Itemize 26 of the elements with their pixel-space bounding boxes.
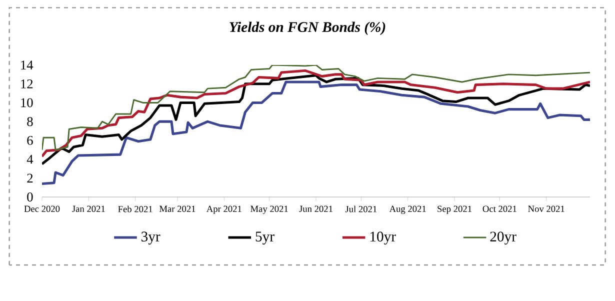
y-tick-label: 12	[21, 79, 33, 88]
y-tick-label: 2	[27, 174, 33, 183]
x-tick-label: Sep 2021	[438, 206, 472, 214]
x-tick-label: Feb 2021	[118, 206, 152, 212]
y-tick-label: 8	[27, 117, 33, 126]
x-tick-label: May 2021	[250, 206, 288, 214]
x-tick-label: Oct 2021	[482, 206, 516, 212]
y-tick-label: 0	[27, 192, 33, 202]
chart-title: Yields on FGN Bonds (%)	[230, 22, 386, 35]
line-series	[42, 80, 590, 186]
y-tick-label: 4	[26, 154, 34, 164]
x-tick-label: Jul 2021	[345, 206, 377, 212]
legend-label: 5yr	[256, 232, 274, 244]
x-tick-label: Dec 2020	[24, 206, 60, 212]
x-tick-label: Apr 2021	[206, 206, 242, 214]
x-tick-label: Mar 2021	[159, 206, 196, 212]
legend-label: 10yr	[370, 232, 396, 245]
x-tick-label: Jun 2021	[299, 206, 332, 212]
y-tick-label: 14	[21, 60, 34, 70]
y-tick-label: 6	[27, 136, 33, 145]
legend-label: 20yr	[490, 232, 516, 245]
x-tick-label: Jan 2021	[72, 206, 105, 212]
x-tick-label: Aug 2021	[389, 206, 426, 214]
x-tick-label: Nov 2021	[528, 206, 564, 212]
y-tick-label: 10	[21, 98, 33, 108]
legend-label: 3yr	[142, 232, 160, 245]
